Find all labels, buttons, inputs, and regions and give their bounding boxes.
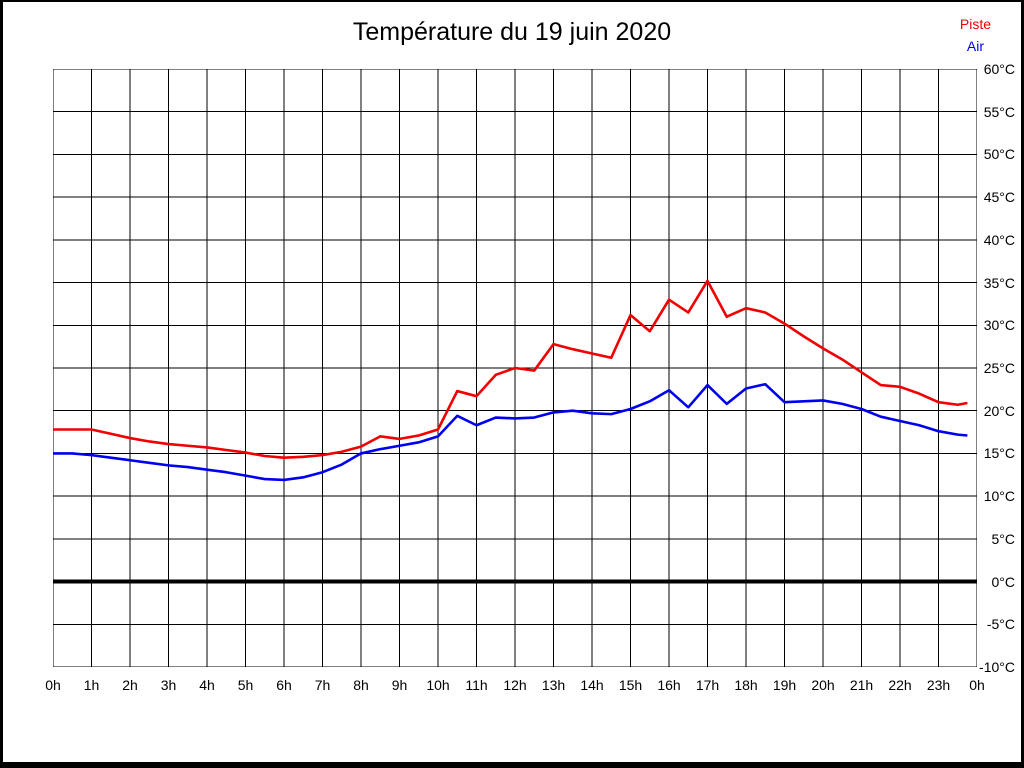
legend-item-air: Air [966,38,984,54]
y-tick-label: 35°C [983,274,1015,291]
y-tick-label: -5°C [986,616,1015,633]
y-tick-label: 5°C [991,530,1016,547]
x-tick-label: 3h [160,677,177,693]
x-tick-label: 2h [122,677,138,693]
y-tick-label: 55°C [983,103,1015,120]
x-tick-label: 10h [426,677,450,693]
x-tick-label: 5h [237,677,254,693]
x-tick-label: 23h [926,677,951,693]
y-tick-label: -10°C [979,659,1015,675]
x-tick-label: 11h [465,677,488,693]
legend-item-piste: Piste [959,16,991,32]
x-tick-label: 4h [199,677,215,693]
piste-temperature-line [53,279,968,460]
x-tick-label: 7h [314,677,331,693]
x-tick-label: 9h [391,677,408,693]
x-tick-label: 0h [45,677,61,693]
x-tick-label: 13h [541,677,566,693]
y-tick-label: 50°C [983,146,1015,163]
x-tick-label: 17h [695,677,720,693]
x-tick-label: 19h [772,677,797,693]
x-tick-label: 1h [83,677,100,693]
x-tick-label: 14h [580,677,604,693]
y-tick-label: 0°C [991,573,1016,590]
x-tick-label: 12h [503,677,527,693]
x-tick-label: 8h [353,677,369,693]
x-tick-label: 6h [276,677,292,693]
y-tick-label: 45°C [983,189,1015,206]
x-tick-label: 18h [734,677,758,693]
chart-legend: Piste Air [960,13,991,57]
x-tick-label: 20h [811,677,835,693]
y-tick-label: 15°C [983,445,1015,462]
y-tick-label: 30°C [983,317,1015,334]
y-tick-label: 10°C [983,488,1015,505]
y-tick-label: 60°C [983,61,1015,77]
temperature-chart [53,69,977,667]
x-tick-label: 16h [657,677,681,693]
x-tick-label: 22h [888,677,912,693]
y-tick-label: 40°C [983,231,1015,248]
y-tick-label: 20°C [983,402,1015,419]
x-tick-label: 21h [849,677,874,693]
air-temperature-line [53,382,968,482]
y-tick-label: 25°C [983,360,1015,376]
chart-title: Température du 19 juin 2020 [352,18,672,46]
x-tick-label: 0h [969,677,985,693]
x-tick-label: 15h [618,677,643,693]
